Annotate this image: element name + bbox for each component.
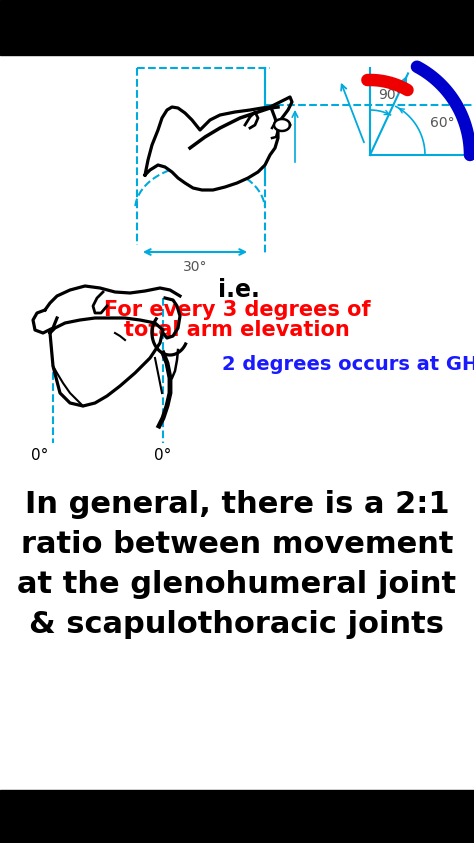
Text: 90°: 90° [378,88,402,102]
Text: & scapulothoracic joints: & scapulothoracic joints [29,610,445,639]
Polygon shape [50,318,163,406]
Bar [0,790,474,843]
Polygon shape [145,107,278,190]
Text: total arm elevation: total arm elevation [124,320,350,340]
Text: ratio between movement: ratio between movement [21,530,453,559]
Text: 2 degrees occurs at GH joint: 2 degrees occurs at GH joint [222,355,474,374]
Text: i.e.: i.e. [218,278,260,302]
Text: 0°: 0° [155,448,172,463]
Bar [0,0,474,55]
Polygon shape [274,119,290,131]
Text: at the glenohumeral joint: at the glenohumeral joint [18,570,456,599]
Text: 60°: 60° [430,116,454,130]
Text: For every 3 degrees of: For every 3 degrees of [104,300,370,320]
Text: 30°: 30° [183,260,207,274]
Text: In general, there is a 2:1: In general, there is a 2:1 [25,490,449,519]
Text: 0°: 0° [31,448,49,463]
